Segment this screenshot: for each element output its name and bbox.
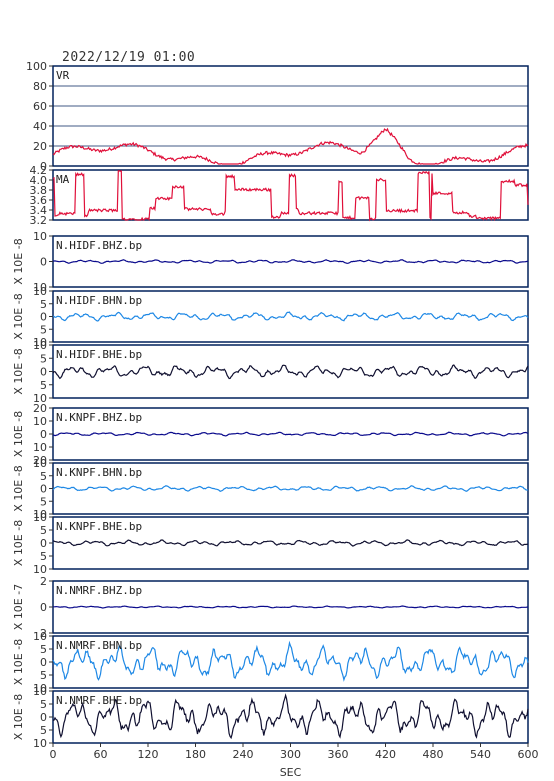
panel-label: N.NMRF.BHE.bp bbox=[56, 694, 142, 707]
x-tick-label: 540 bbox=[470, 748, 491, 761]
x-tick-label: 180 bbox=[185, 748, 206, 761]
y-tick-label: 5 bbox=[40, 323, 47, 336]
y-tick-label: 10 bbox=[33, 511, 47, 524]
y-tick-label: 0 bbox=[40, 601, 47, 614]
y-axis-label: X 10E -8 bbox=[12, 238, 25, 284]
y-tick-label: 10 bbox=[33, 281, 47, 294]
x-tick-label: 60 bbox=[94, 748, 108, 761]
y-tick-label: 0 bbox=[40, 256, 47, 269]
panel-label: N.NMRF.BHZ.bp bbox=[56, 584, 142, 597]
x-tick-label: 480 bbox=[423, 748, 444, 761]
y-axis-label: X 10E -8 bbox=[12, 411, 25, 457]
y-tick-label: 2 bbox=[40, 575, 47, 588]
y-tick-label: 10 bbox=[33, 339, 47, 352]
y-tick-label: 10 bbox=[33, 336, 47, 349]
y-tick-label: 5 bbox=[40, 524, 47, 537]
x-axis-label: SEC bbox=[280, 766, 302, 779]
y-tick-label: 10 bbox=[33, 392, 47, 405]
panel-label: N.HIDF.BHE.bp bbox=[56, 348, 142, 361]
y-tick-label: 3.4 bbox=[30, 204, 48, 217]
panel-label: N.KNPF.BHN.bp bbox=[56, 466, 142, 479]
y-tick-label: 10 bbox=[33, 415, 47, 428]
y-tick-label: 0 bbox=[40, 366, 47, 379]
y-tick-label: 0 bbox=[40, 537, 47, 550]
y-tick-label: 5 bbox=[40, 470, 47, 483]
series-line bbox=[52, 364, 529, 380]
x-tick-label: 360 bbox=[328, 748, 349, 761]
y-axis-label: X 10E -8 bbox=[12, 639, 25, 685]
panel-label: N.HIDF.BHZ.bp bbox=[56, 239, 142, 252]
x-tick-label: 420 bbox=[375, 748, 396, 761]
y-tick-label: 2 bbox=[40, 627, 47, 640]
y-tick-label: 80 bbox=[33, 80, 47, 93]
y-tick-label: 3.6 bbox=[30, 194, 48, 207]
panel-label: N.HIDF.BHN.bp bbox=[56, 294, 142, 307]
x-tick-label: 600 bbox=[518, 748, 539, 761]
y-tick-label: 0 bbox=[40, 311, 47, 324]
y-tick-label: 5 bbox=[40, 298, 47, 311]
panel-frame bbox=[52, 65, 529, 167]
y-tick-label: 5 bbox=[40, 352, 47, 365]
y-tick-label: 0 bbox=[40, 656, 47, 669]
series-line bbox=[52, 170, 529, 222]
y-tick-label: 10 bbox=[33, 457, 47, 470]
y-tick-label: 5 bbox=[40, 669, 47, 682]
y-tick-label: 0 bbox=[40, 711, 47, 724]
y-tick-label: 4.2 bbox=[30, 164, 48, 177]
y-axis-label: X 10E -8 bbox=[12, 694, 25, 740]
y-axis-label: X 10E -8 bbox=[12, 293, 25, 339]
x-tick-label: 0 bbox=[50, 748, 57, 761]
panel-label: VR bbox=[56, 69, 70, 82]
y-tick-label: 10 bbox=[33, 682, 47, 695]
chart-title: 2022/12/19 01:00 bbox=[62, 50, 196, 65]
y-tick-label: 10 bbox=[33, 563, 47, 576]
y-tick-label: 5 bbox=[40, 495, 47, 508]
y-tick-label: 20 bbox=[33, 402, 47, 415]
series-line bbox=[52, 127, 529, 165]
y-tick-label: 3.2 bbox=[30, 214, 48, 227]
y-tick-label: 5 bbox=[40, 550, 47, 563]
y-tick-label: 5 bbox=[40, 724, 47, 737]
series-line bbox=[52, 311, 529, 322]
series-line bbox=[52, 693, 529, 740]
y-tick-label: 0 bbox=[40, 428, 47, 441]
y-tick-label: 10 bbox=[33, 441, 47, 454]
series-line bbox=[53, 605, 529, 609]
y-tick-label: 100 bbox=[26, 60, 47, 73]
y-tick-label: 20 bbox=[33, 140, 47, 153]
y-tick-label: 10 bbox=[33, 285, 47, 298]
y-tick-label: 10 bbox=[33, 230, 47, 243]
y-tick-label: 10 bbox=[33, 508, 47, 521]
y-tick-label: 4.0 bbox=[30, 174, 48, 187]
y-tick-label: 10 bbox=[33, 630, 47, 643]
y-tick-label: 0 bbox=[40, 483, 47, 496]
panel-label: N.NMRF.BHN.bp bbox=[56, 639, 142, 652]
y-tick-label: 10 bbox=[33, 685, 47, 698]
panel-label: N.KNPF.BHE.bp bbox=[56, 520, 142, 533]
y-tick-label: 0 bbox=[40, 160, 47, 173]
series-line bbox=[52, 259, 529, 264]
y-axis-label: X 10E -8 bbox=[12, 348, 25, 394]
y-tick-label: 60 bbox=[33, 100, 47, 113]
x-tick-label: 240 bbox=[233, 748, 254, 761]
y-tick-label: 5 bbox=[40, 379, 47, 392]
y-tick-label: 3.8 bbox=[30, 184, 48, 197]
y-tick-label: 10 bbox=[33, 737, 47, 750]
x-tick-label: 300 bbox=[280, 748, 301, 761]
y-axis-label: X 10E -8 bbox=[12, 465, 25, 511]
x-tick-label: 120 bbox=[138, 748, 159, 761]
y-axis-label: X 10E -8 bbox=[12, 520, 25, 566]
y-tick-label: 5 bbox=[40, 698, 47, 711]
series-line bbox=[52, 539, 529, 547]
series-line bbox=[52, 431, 529, 437]
panel-label: N.KNPF.BHZ.bp bbox=[56, 411, 142, 424]
y-tick-label: 40 bbox=[33, 120, 47, 133]
y-tick-label: 5 bbox=[40, 643, 47, 656]
series-line bbox=[52, 485, 529, 492]
y-axis-label: X 10E -7 bbox=[12, 584, 25, 630]
series-line bbox=[52, 640, 529, 682]
panel-label: MA bbox=[56, 173, 70, 186]
y-tick-label: 20 bbox=[33, 454, 47, 467]
